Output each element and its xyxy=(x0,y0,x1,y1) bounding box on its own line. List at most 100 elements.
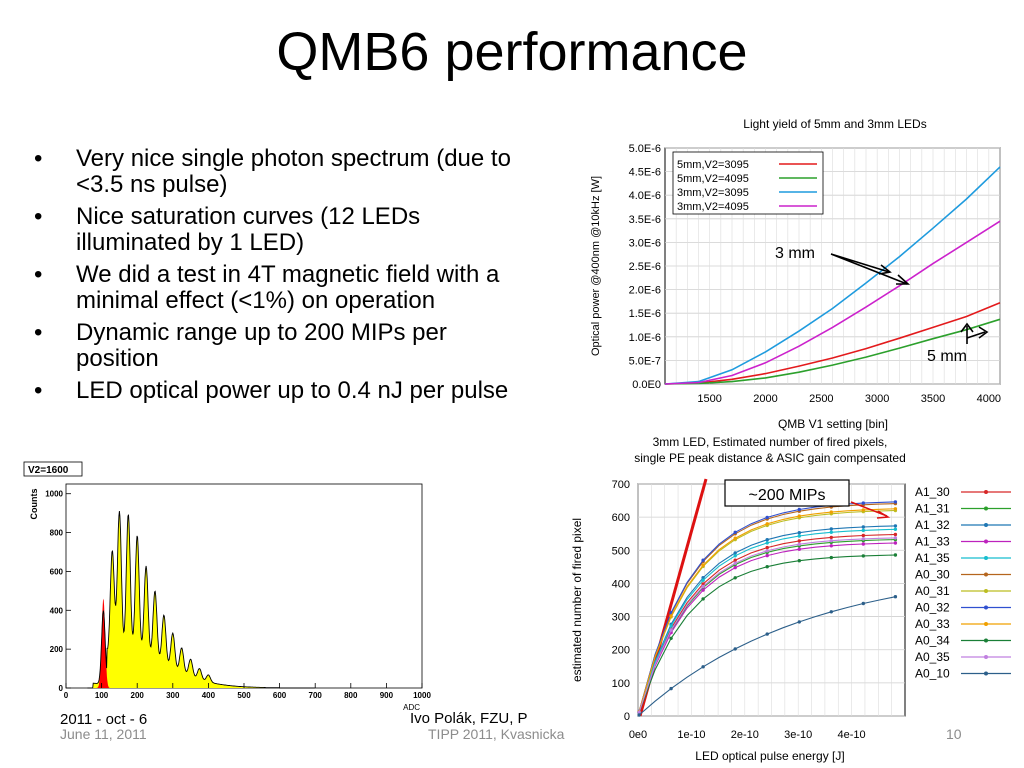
data-point xyxy=(893,527,898,531)
data-point xyxy=(893,541,898,545)
y-tick-label: 5.0E-6 xyxy=(629,143,661,155)
data-point xyxy=(829,555,833,560)
data-point xyxy=(733,565,737,570)
data-point xyxy=(797,542,801,546)
series-line xyxy=(664,166,1001,385)
y-tick-label: 800 xyxy=(50,529,64,538)
legend-entry: A0_33 xyxy=(915,617,950,631)
legend-marker xyxy=(984,539,988,544)
x-tick-label: 2000 xyxy=(753,393,777,405)
data-point xyxy=(797,514,801,518)
legend-entry: A0_34 xyxy=(915,634,950,648)
arrowhead-3mm xyxy=(878,264,911,285)
y-tick-label: 500 xyxy=(612,545,630,557)
photon-spectrum-chart: V2=1600 0 200 400 600 800 1000 0 100 200 300 400 50… xyxy=(22,460,432,718)
legend-label: V2=1600 xyxy=(28,465,69,476)
data-point xyxy=(861,554,865,558)
data-point xyxy=(893,536,898,540)
footer-conference: TIPP 2011, Kvasnicka xyxy=(428,726,565,742)
data-point xyxy=(637,710,641,714)
y-tick-label: 3.5E-6 xyxy=(629,214,661,226)
data-point xyxy=(893,595,898,599)
y-tick-label: 100 xyxy=(612,678,630,690)
bullet-item: LED optical power up to 0.4 nJ per pulse xyxy=(28,378,528,405)
data-point xyxy=(765,541,769,545)
y-tick-label: 200 xyxy=(50,645,64,654)
data-point xyxy=(829,544,833,548)
data-point xyxy=(701,665,705,669)
y-tick-label: 0 xyxy=(624,711,630,723)
y-tick-label: 1.5E-6 xyxy=(629,308,661,320)
data-point xyxy=(765,549,769,553)
y-tick-label: 400 xyxy=(612,578,630,590)
legend-entry: A1_31 xyxy=(915,502,950,516)
x-tick-label: 100 xyxy=(95,691,109,700)
y-tick-label: 300 xyxy=(612,612,630,624)
data-point xyxy=(669,624,673,628)
y-tick-label: 1.0E-6 xyxy=(629,332,661,344)
data-point xyxy=(829,610,833,614)
data-point xyxy=(765,522,769,526)
y-tick-label: 5.0E-7 xyxy=(629,355,661,367)
annotation-arrowhead xyxy=(876,510,891,519)
y-tick-label: 0.0E0 xyxy=(632,379,661,391)
x-tick-label: 3000 xyxy=(865,393,889,405)
x-tick-label: 200 xyxy=(131,691,145,700)
x-tick-label: 1500 xyxy=(697,393,721,405)
data-point xyxy=(829,539,833,543)
legend-entry: A1_32 xyxy=(915,518,950,532)
x-tick-label: 700 xyxy=(309,691,323,700)
series-line xyxy=(664,318,1001,385)
data-point xyxy=(797,539,801,543)
legend-entry: A0_32 xyxy=(915,601,950,615)
data-point xyxy=(893,532,898,537)
y-axis-label: Optical power @400nm @10kHz [W] xyxy=(590,176,602,356)
x-tick-label: 800 xyxy=(344,691,358,700)
series-line xyxy=(664,220,1001,385)
data-point xyxy=(861,601,865,606)
arrowhead-5mm xyxy=(960,322,989,339)
legend-entry: 3mm,V2=3095 xyxy=(677,187,749,199)
spectrum-outline xyxy=(87,511,315,689)
y-tick-label: 3.0E-6 xyxy=(629,237,661,249)
data-point xyxy=(701,576,705,580)
legend-marker xyxy=(984,622,988,626)
chart-subtitle: single PE peak distance & ASIC gain comp… xyxy=(634,451,906,465)
x-tick-label: 4e-10 xyxy=(838,729,866,741)
data-point xyxy=(829,527,833,531)
slide-title: QMB6 performance xyxy=(276,22,748,82)
x-tick-label: 1e-10 xyxy=(677,729,705,741)
legend-entry: A1_35 xyxy=(915,551,950,565)
y-tick-label: 4.5E-6 xyxy=(629,167,661,179)
x-tick-label: 3500 xyxy=(921,393,945,405)
data-point xyxy=(893,553,898,557)
y-tick-label: 600 xyxy=(50,567,64,576)
data-point xyxy=(701,578,705,582)
y-tick-label: 2.5E-6 xyxy=(629,261,661,273)
legend-marker xyxy=(984,490,988,494)
x-tick-label: 0 xyxy=(64,691,69,700)
data-point xyxy=(893,524,898,528)
y-tick-label: 4.0E-6 xyxy=(629,190,661,202)
data-point xyxy=(733,530,737,534)
x-tick-label: 600 xyxy=(273,691,287,700)
data-point xyxy=(797,507,801,512)
legend-entry: A0_35 xyxy=(915,650,950,664)
spectrum-fill xyxy=(87,511,316,688)
x-tick-label: 4000 xyxy=(977,393,1001,405)
legend-marker xyxy=(984,655,988,659)
data-point xyxy=(765,515,769,520)
data-point xyxy=(861,528,865,533)
y-tick-label: 200 xyxy=(612,645,630,657)
y-axis-label: Counts xyxy=(29,489,39,520)
legend-entry: 5mm,V2=3095 xyxy=(677,159,749,171)
series-line xyxy=(638,503,896,712)
data-point xyxy=(797,547,801,551)
x-tick-label: 0e0 xyxy=(629,729,647,741)
x-axis-label: QMB V1 setting [bin] xyxy=(778,417,888,431)
legend-marker xyxy=(984,572,988,577)
x-axis-label: ADC xyxy=(403,703,420,712)
chart-title: Light yield of 5mm and 3mm LEDs xyxy=(743,117,926,131)
data-point xyxy=(861,525,865,529)
annotation-box xyxy=(724,479,850,507)
